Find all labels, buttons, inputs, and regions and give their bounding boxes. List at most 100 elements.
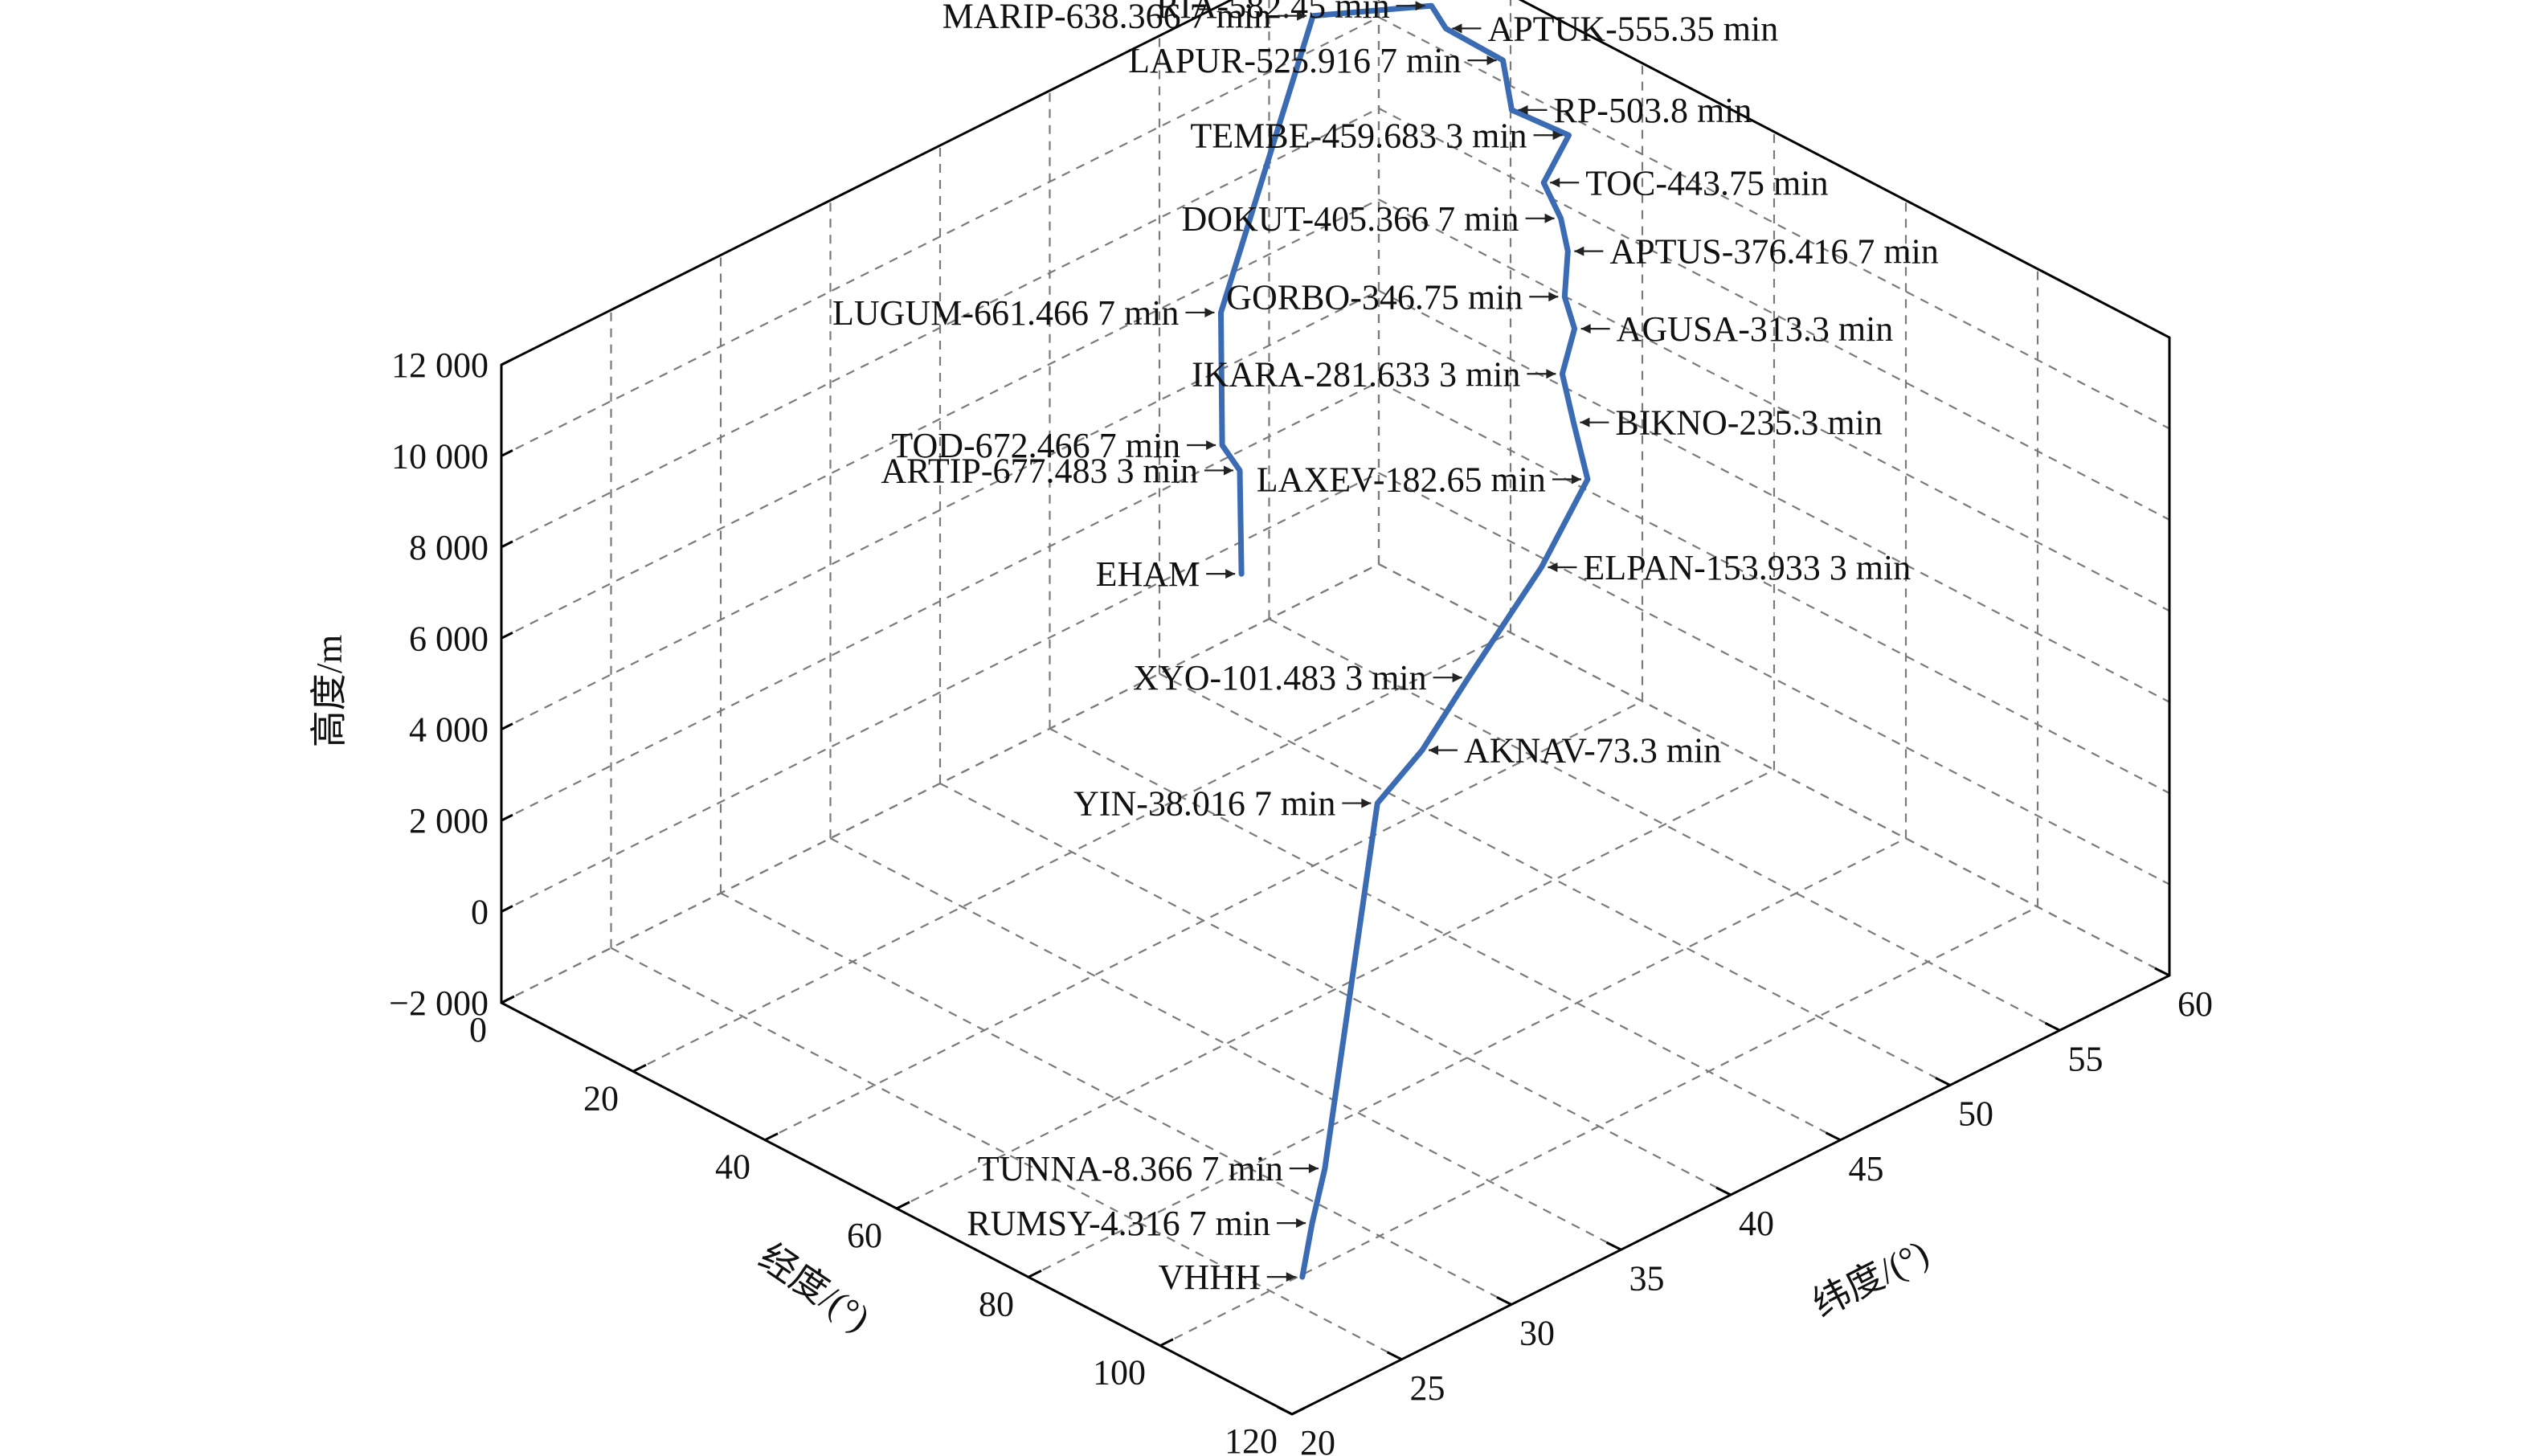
waypoint-label: TUNNA-8.366 7 min [978,1149,1283,1188]
wall-grid-line [501,198,1380,640]
floor-grid-line [1028,837,1907,1278]
waypoint-arrowhead [1204,307,1215,317]
waypoint-arrowhead [1308,1164,1319,1174]
waypoint-label: TEMBE-459.683 3 min [1190,116,1527,155]
y-tick-mark [1825,1131,1842,1142]
z-tick-label: 8 000 [409,528,489,567]
x-tick-mark [764,1132,779,1142]
y-tick-mark [1935,1077,1951,1086]
z-tick-label: 2 000 [409,801,489,840]
waypoint-label: YIN-38.016 7 min [1073,784,1335,824]
waypoint-label: LAXEV-182.65 min [1257,460,1546,499]
wall-grid-line [501,472,1380,913]
y-tick-mark [1715,1186,1732,1196]
wall-grid-line [1378,107,2170,521]
wall-grid-line [1378,16,2170,430]
z-tick-mark [501,631,513,640]
wall-grid-line [1378,198,2170,612]
wall-grid-line [1378,563,2170,976]
x-tick-label: 120 [1225,1421,1278,1456]
wall-grid-line [1378,472,2170,885]
y-tick-label: 40 [1739,1204,1774,1243]
y-tick-mark [2154,967,2170,977]
y-tick-mark [1605,1241,1622,1251]
wall-grid-line [501,16,1380,457]
wall-grid-line [1378,381,2170,795]
waypoint-arrowhead [1580,324,1591,334]
z-tick-label: 0 [471,893,489,932]
waypoint-label: LUGUM-661.466 7 min [832,293,1179,333]
y-axis-label: 纬度/(°) [1806,1233,1935,1325]
waypoint-arrowhead [1486,55,1497,66]
waypoint-arrowhead [1574,246,1584,256]
waypoint-arrowhead [1286,1272,1296,1282]
waypoint-label: AGUSA-313.3 min [1617,309,1894,349]
waypoint-label: DOKUT-405.366 7 min [1182,199,1519,239]
waypoint-arrowhead [1571,474,1581,485]
waypoint-label: IKARA-281.633 3 min [1192,354,1520,394]
waypoint-arrowhead [1518,104,1528,115]
y-tick-mark [1277,1405,1293,1416]
waypoint-arrowhead [1361,798,1372,808]
floor-grid-line [896,769,1775,1209]
z-tick-label: 4 000 [409,710,489,750]
x-tick-label: 0 [469,1010,487,1049]
floor-grid-line [1268,618,2061,1032]
wall-grid-line [1378,289,2170,703]
waypoint-arrowhead [1550,178,1560,188]
y-tick-mark [1386,1351,1403,1361]
z-tick-mark [501,540,513,549]
y-tick-label: 35 [1629,1258,1665,1298]
waypoint-label: RIA-582.45 min [1156,0,1390,26]
waypoint-label: TOC-443.75 min [1585,163,1828,202]
z-tick-label: 6 000 [409,619,489,658]
z-tick-mark [501,449,513,457]
waypoint-label: LAPUR-525.916 7 min [1128,41,1461,80]
waypoint-labels: VHHH RUMSY-4.316 7 min TUNNA-8.366 7 min YI… [832,0,1939,1297]
waypoint-arrowhead [1429,745,1439,755]
wall-grid-line [501,563,1380,1004]
waypoint-arrowhead [1548,562,1558,573]
floor-grid-line [720,892,1512,1306]
waypoint-arrowhead [1544,213,1555,223]
z-axis-label: 高度/m [309,635,350,748]
x-tick-mark [1159,1338,1174,1348]
waypoint-label: GORBO-346.75 min [1226,277,1523,317]
floor-grid-line [829,837,1622,1251]
x-tick-mark [632,1063,647,1073]
y-tick-mark [1496,1296,1512,1306]
flight-path-line [1218,2,1591,1280]
z-tick-mark [501,813,513,822]
waypoint-label: AKNAV-73.3 min [1464,731,1721,771]
waypoint-arrowhead [1223,465,1233,476]
x-tick-label: 80 [979,1284,1014,1323]
y-tick-label: 55 [2068,1039,2104,1078]
waypoint-arrowhead [1225,569,1236,579]
y-tick-label: 60 [2177,984,2213,1024]
floor-grid-line [1049,727,1842,1141]
wall-grid-line [501,381,1380,822]
waypoint-label: ELPAN-153.933 3 min [1583,548,1911,587]
waypoint-arrowhead [1552,130,1563,141]
waypoint-label: RUMSY-4.316 7 min [967,1204,1270,1243]
waypoint-arrowhead [1546,369,1556,379]
z-tick-label: −2 000 [389,984,489,1023]
waypoint-label: XYO-101.483 3 min [1133,658,1426,697]
waypoint-arrowhead [1296,1218,1306,1229]
z-tick-mark [501,722,513,731]
waypoint-arrowhead [1580,417,1590,427]
z-tick-mark [501,905,513,913]
x-tick-label: 40 [715,1147,750,1187]
waypoint-label: ARTIP-677.483 3 min [881,451,1198,490]
z-tick-label: 12 000 [391,346,489,385]
wall-grid-line [501,289,1380,730]
x-tick-mark [1028,1269,1042,1278]
y-tick-label: 30 [1519,1314,1555,1353]
y-tick-label: 45 [1849,1149,1884,1188]
waypoint-label: BIKNO-235.3 min [1615,403,1882,443]
waypoint-label: RP-503.8 min [1553,91,1752,130]
floor-grid-line [1159,673,1951,1086]
y-tick-label: 50 [1958,1094,1993,1134]
